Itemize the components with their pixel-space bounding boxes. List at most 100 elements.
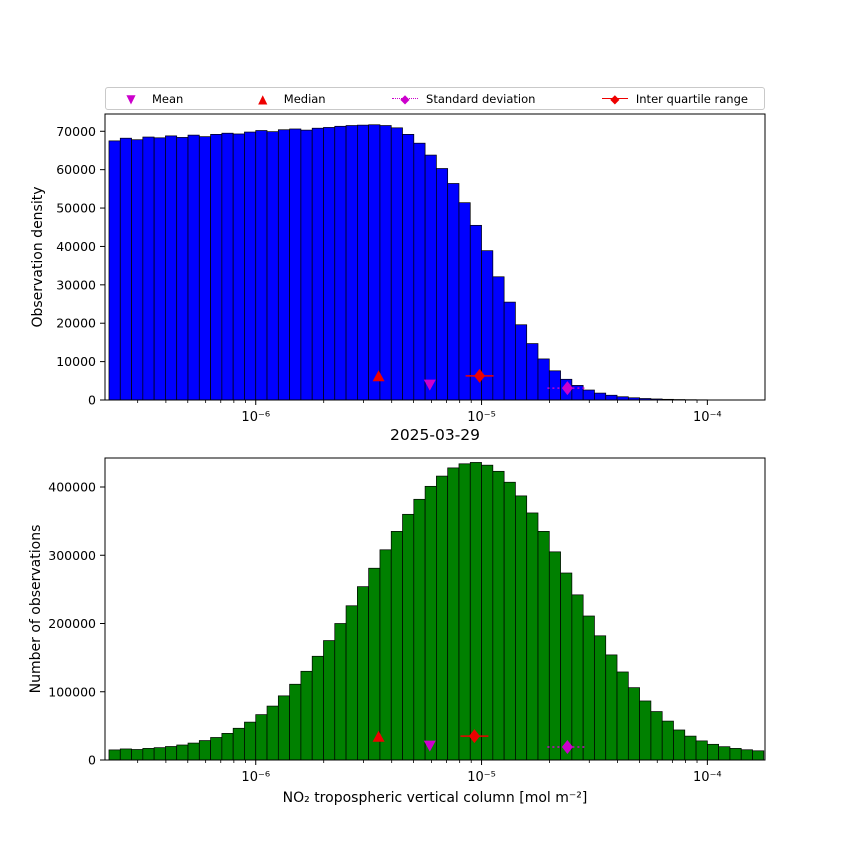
histogram-bar xyxy=(582,389,595,401)
histogram-bar xyxy=(357,124,369,401)
histogram-bar xyxy=(357,586,369,761)
legend-item-inter-quartile-range: ◆ Inter quartile range xyxy=(601,91,748,106)
std-marker xyxy=(561,740,573,755)
median-marker xyxy=(372,730,385,742)
histogram-bar xyxy=(469,462,482,761)
histogram-bar xyxy=(548,551,561,761)
histogram-bar xyxy=(119,137,132,401)
y-tick-label: 40000 xyxy=(56,239,96,254)
histogram-bar xyxy=(368,567,381,761)
histogram-bar xyxy=(323,127,336,401)
histogram-bar xyxy=(232,133,245,401)
histogram-bar xyxy=(413,142,426,401)
legend-item-median: ▲ Median xyxy=(250,91,326,106)
histogram-bar xyxy=(176,137,189,401)
triangle-up-icon: ▲ xyxy=(250,92,276,106)
legend-item-standard-deviation: ◆ Standard deviation xyxy=(392,92,535,106)
histogram-bar xyxy=(379,125,392,401)
histogram-bar xyxy=(108,749,121,761)
histogram-bar xyxy=(402,134,415,401)
histogram-bar xyxy=(379,549,392,761)
histogram-bar xyxy=(605,654,618,761)
histogram-bar xyxy=(153,137,166,401)
dotted-line-icon xyxy=(392,97,419,99)
histogram-bar xyxy=(390,531,403,761)
histogram-bar xyxy=(503,481,516,761)
diamond-icon: ◆ xyxy=(601,91,628,106)
histogram-bar xyxy=(165,746,178,761)
histogram-bar xyxy=(345,605,358,761)
histogram-bar xyxy=(323,640,336,761)
histogram-bar xyxy=(447,183,460,401)
histogram-bar xyxy=(650,711,663,761)
iqr-marker xyxy=(468,729,480,744)
histogram-bar xyxy=(413,498,426,761)
histogram-bar xyxy=(277,695,290,761)
histogram-bar xyxy=(424,485,437,761)
axes-spines xyxy=(104,457,766,761)
std-marker xyxy=(561,381,573,396)
histogram-bar xyxy=(300,129,313,401)
histogram-bar xyxy=(368,124,381,401)
histogram-bar xyxy=(198,740,211,761)
histogram-bar xyxy=(424,154,437,401)
histogram-bar xyxy=(548,370,561,401)
histogram-bar xyxy=(537,531,550,761)
histogram-bar xyxy=(255,130,268,401)
legend-label: Median xyxy=(283,91,326,106)
histogram-bar xyxy=(210,134,223,401)
iqr-marker xyxy=(474,368,486,383)
diamond-icon: ◆ xyxy=(392,92,419,106)
histogram-bar xyxy=(639,700,652,761)
legend-item-mean: ▼ Mean xyxy=(118,92,183,106)
histogram-bar xyxy=(447,467,460,761)
legend-label: Inter quartile range xyxy=(635,91,748,106)
mean-marker xyxy=(423,379,436,391)
histogram-bar xyxy=(707,743,719,761)
x-tick-label: 10⁻⁶ xyxy=(241,410,270,425)
y-tick-label: 50000 xyxy=(56,201,96,216)
histogram-bar xyxy=(244,721,257,761)
histogram-bar xyxy=(311,655,324,761)
y-tick-label: 60000 xyxy=(56,162,96,177)
histogram-bar xyxy=(289,683,302,761)
histogram-bar xyxy=(481,464,494,761)
histogram-bar xyxy=(740,749,753,761)
y-tick-label: 0 xyxy=(88,393,96,408)
diamond-glyph: ◆ xyxy=(610,91,620,106)
histogram-bar xyxy=(436,168,449,401)
x-tick-label: 10⁻⁴ xyxy=(693,770,722,785)
histogram-bar xyxy=(503,301,516,401)
median-marker xyxy=(372,370,385,382)
legend-label: Standard deviation xyxy=(426,91,536,106)
histogram-bar xyxy=(345,125,358,401)
y-tick-label: 200000 xyxy=(48,616,96,631)
histogram-bar xyxy=(436,475,449,761)
y-tick-label: 400000 xyxy=(48,480,96,495)
histogram-bar xyxy=(108,140,121,401)
triangle-down-glyph: ▼ xyxy=(126,91,136,106)
histogram-bar xyxy=(165,135,178,401)
legend: ▼ Mean ▲ Median ◆ Standard deviation ◆ Inter qu… xyxy=(105,87,765,110)
legend-label: Mean xyxy=(152,91,184,106)
histogram-bar xyxy=(661,720,674,761)
histogram-bar xyxy=(402,513,415,761)
histogram-bar xyxy=(131,749,144,761)
bottom-ylabel: Number of observations xyxy=(28,525,44,694)
histogram-bar xyxy=(627,687,640,761)
histogram-bar xyxy=(729,748,742,761)
y-tick-label: 20000 xyxy=(56,316,96,331)
histogram-bar xyxy=(537,358,550,401)
histogram-bar xyxy=(289,128,302,401)
plots-group: 0 10000 20000 30000 40000 50000 60000 70000 10⁻⁶… xyxy=(48,113,766,785)
histogram-bar xyxy=(718,746,731,761)
axes-spines xyxy=(104,113,766,401)
histogram-bar xyxy=(142,748,155,761)
histogram-bar xyxy=(684,735,697,761)
histogram-bar xyxy=(695,740,708,761)
histogram-bar xyxy=(594,392,607,401)
histogram-bar xyxy=(605,394,618,401)
histogram-bar xyxy=(176,744,189,761)
histogram-bar xyxy=(266,705,279,761)
